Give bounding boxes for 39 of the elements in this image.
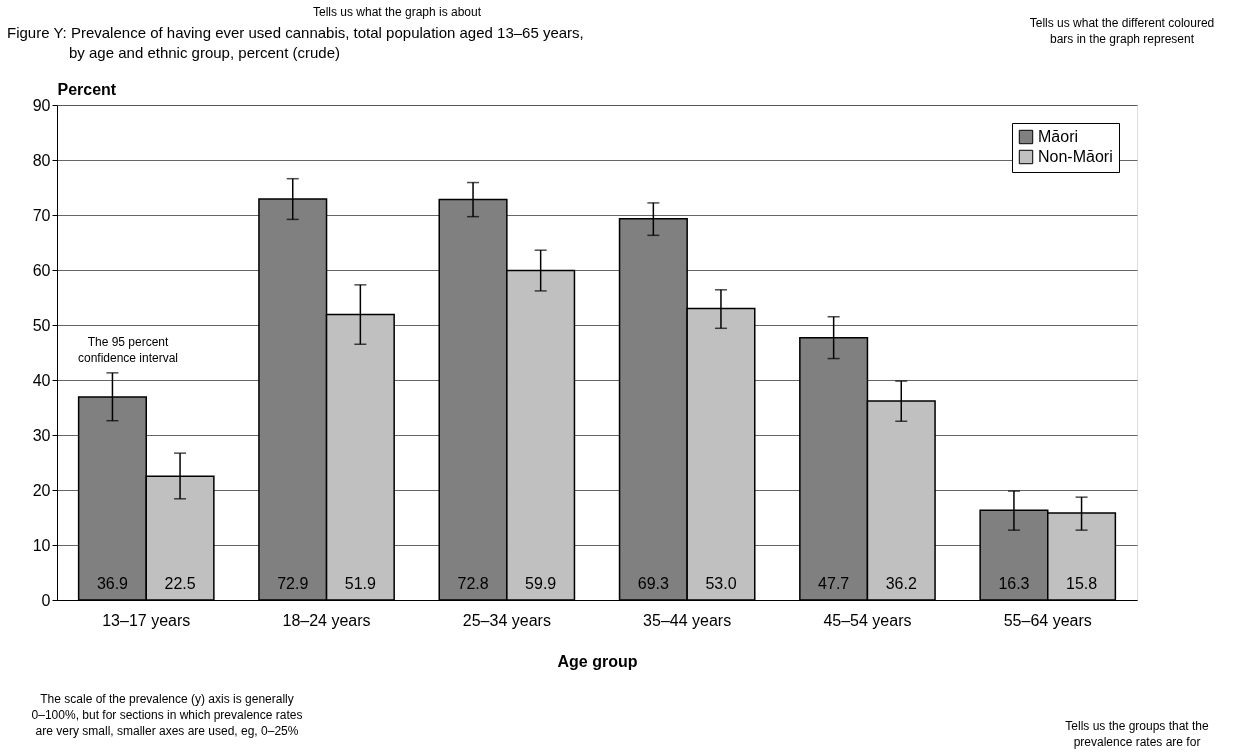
y-tick-label: 90 xyxy=(32,96,51,114)
x-tick-label: 35–44 years xyxy=(643,611,732,629)
y-tick-label: 50 xyxy=(32,316,51,334)
chart-title: Figure Y: Prevalence of having ever used cannabis, total population aged 13–65 years, xyxy=(7,24,584,41)
data-label: 16.3 xyxy=(998,575,1030,592)
data-label: 47.7 xyxy=(818,575,850,592)
chart-subtitle: by age and ethnic group, percent (crude) xyxy=(69,44,341,61)
data-label: 69.3 xyxy=(637,575,670,592)
y-tick-label: 80 xyxy=(32,151,51,169)
data-label: 36.9 xyxy=(96,575,129,592)
text: Tells us what the graph is about xyxy=(312,5,482,19)
y-tick-label: 10 xyxy=(32,536,51,554)
text: Tells us what the different coloured bars in the graph represent xyxy=(1029,16,1215,46)
y-tick-label: 60 xyxy=(32,261,51,279)
data-label: 15.8 xyxy=(1065,575,1098,592)
text: Tells us the groups that the prevalence rates are for xyxy=(1065,719,1210,749)
y-tick-label: 20 xyxy=(32,481,51,499)
x-tick-label: 13–17 years xyxy=(102,611,191,629)
x-tick-label: 55–64 years xyxy=(1003,611,1092,629)
y-tick-label: 40 xyxy=(32,371,51,389)
x-tick-label: 25–34 years xyxy=(462,611,551,629)
y-tick-label: 0 xyxy=(41,591,51,609)
y-tick-label: 30 xyxy=(32,426,51,444)
legend-label: Non-Māori xyxy=(1038,148,1113,165)
data-label: 36.2 xyxy=(885,575,917,592)
x-tick-label: 18–24 years xyxy=(282,611,371,629)
y-tick-label: 70 xyxy=(32,206,51,224)
text: The scale of the prevalence (y) axis is generally 0–100%, but for sections in which prevalence rates are very small, smaller axes are used, eg, 0–25% xyxy=(31,692,303,738)
legend-label: Māori xyxy=(1038,128,1079,145)
data-label: 59.9 xyxy=(525,575,557,592)
data-label: 72.8 xyxy=(457,575,489,592)
data-label: 22.5 xyxy=(164,575,196,592)
data-label: 51.9 xyxy=(344,575,377,592)
y-axis-title: Percent xyxy=(57,80,117,98)
annotation: The 95 percent confidence interval xyxy=(77,334,179,365)
data-label: 72.9 xyxy=(277,575,309,592)
x-axis-title: Age group xyxy=(557,652,638,670)
x-tick-label: 45–54 years xyxy=(823,611,912,629)
data-label: 53.0 xyxy=(705,575,737,592)
